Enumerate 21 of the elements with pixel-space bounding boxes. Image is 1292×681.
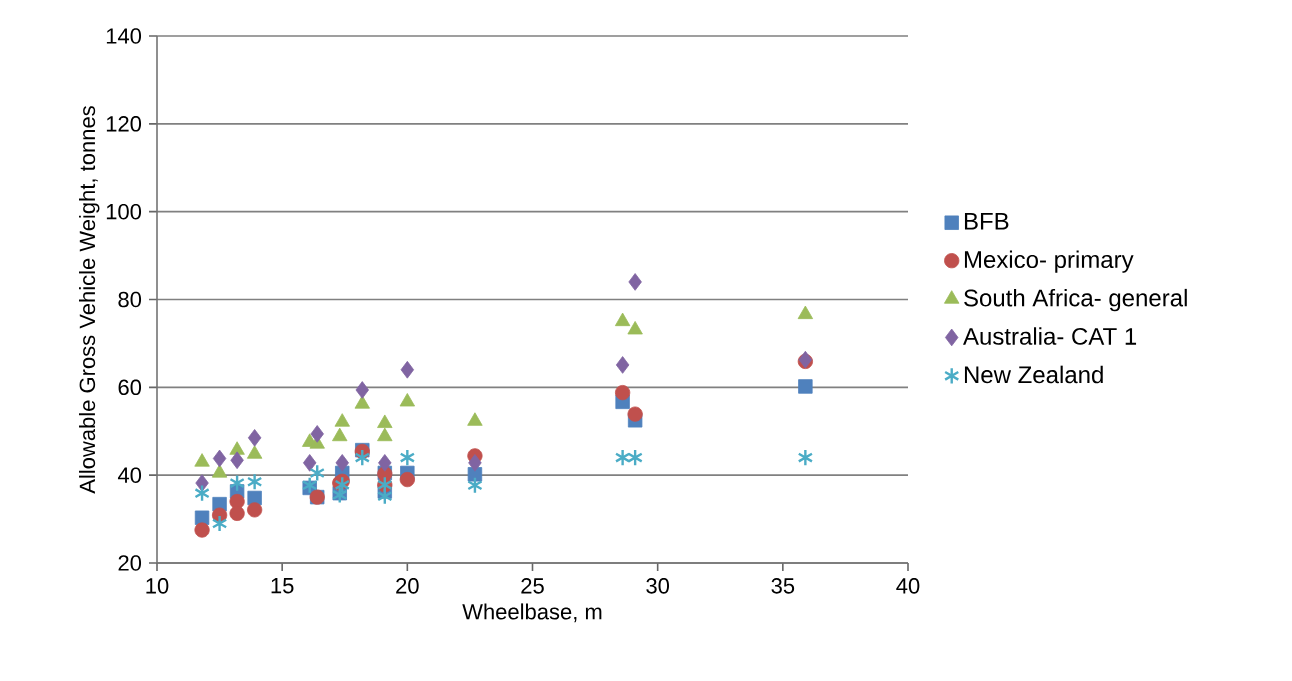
x-tick-label: 20 (396, 578, 419, 594)
legend-label: New Zealand (964, 365, 1103, 384)
x-axis-title: Wheelbase, m (462, 603, 602, 623)
y-tick-label: 100 (106, 203, 142, 220)
x-tick-label: 30 (646, 578, 670, 594)
legend-label: South Africa- general (964, 288, 1187, 312)
y-tick-label: 20 (118, 555, 142, 571)
y-tick-label: 120 (106, 116, 142, 132)
x-tick-label: 25 (521, 578, 544, 594)
y-tick-label: 80 (118, 291, 142, 308)
y-axis-title: Allowable Gross Vehicle Weight, tonnes (79, 106, 100, 494)
x-tick-label: 15 (271, 578, 294, 594)
x-tick-label: 35 (771, 578, 795, 594)
legend-label: Mexico- primary (964, 250, 1134, 273)
y-tick-label: 60 (118, 379, 142, 396)
y-tick-label: 40 (117, 467, 142, 483)
x-tick-label: 40 (896, 578, 920, 594)
legend-label: Australia- CAT 1 (963, 327, 1137, 345)
x-tick-label: 10 (146, 578, 169, 594)
legend-label: BFB (964, 212, 1009, 230)
y-tick-label: 140 (106, 28, 142, 44)
